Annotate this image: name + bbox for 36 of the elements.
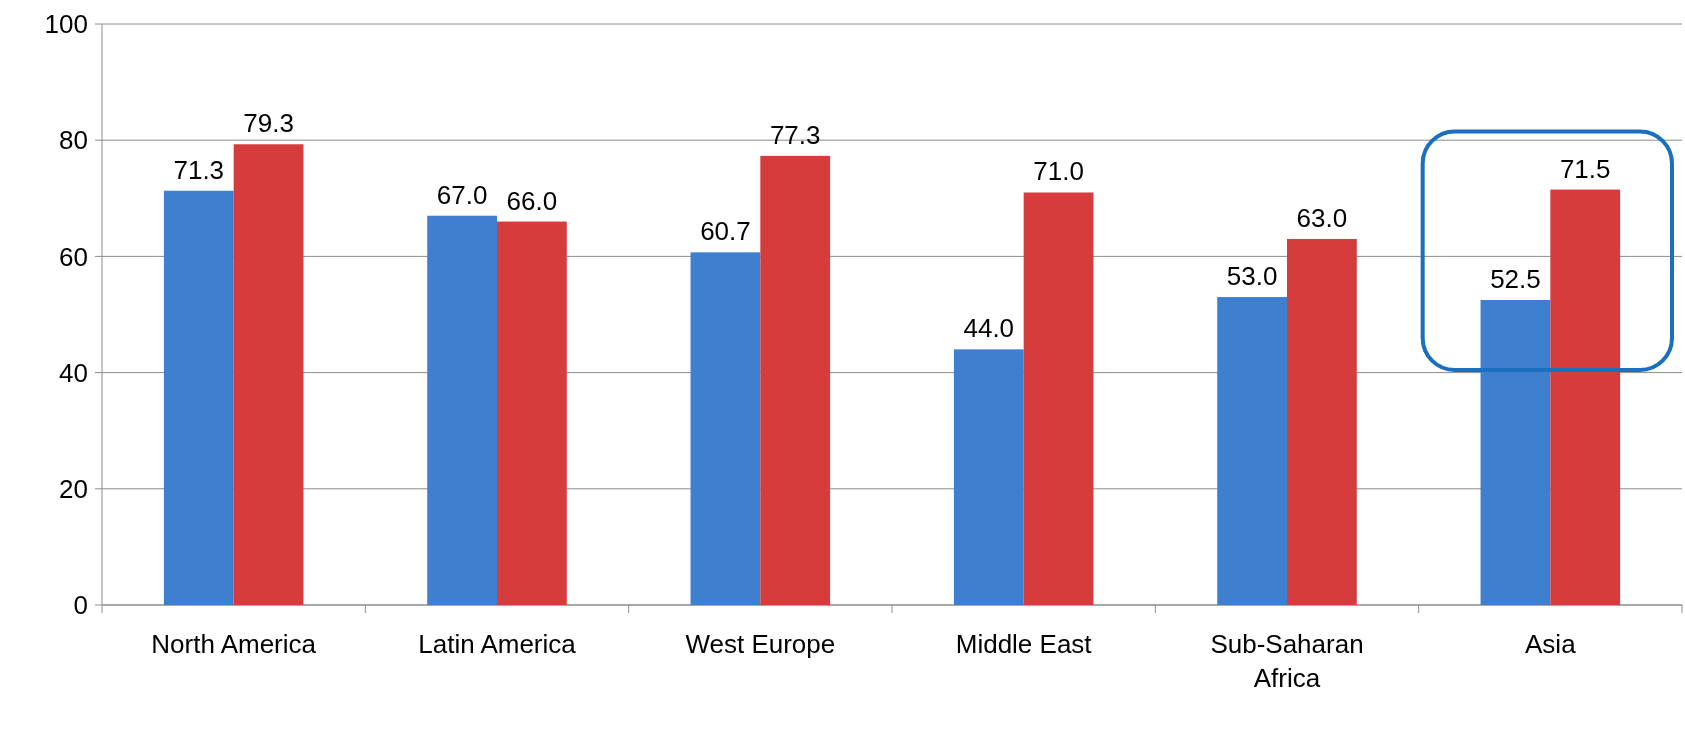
data-label: 60.7 — [700, 216, 751, 247]
data-label: 63.0 — [1296, 202, 1348, 233]
y-tick-label: 80 — [59, 125, 88, 156]
x-tick-label: Latin America — [418, 629, 577, 659]
bar — [1023, 192, 1094, 605]
data-label: 66.0 — [506, 185, 558, 216]
bar — [1287, 238, 1357, 605]
x-tick-label: Asia — [1525, 629, 1577, 659]
bar — [1480, 299, 1551, 605]
data-label: 71.0 — [1033, 156, 1084, 187]
y-tick-label: 60 — [59, 241, 88, 272]
data-label: 79.3 — [243, 108, 294, 139]
bar — [760, 155, 831, 605]
y-tick-label: 100 — [44, 9, 88, 40]
x-tick-label: West Europe — [685, 629, 836, 659]
data-label: 67.0 — [436, 179, 488, 210]
bar — [1217, 297, 1287, 605]
bar — [953, 349, 1024, 605]
x-tick-label: North America — [151, 629, 317, 659]
data-label: 71.5 — [1559, 153, 1611, 184]
y-tick-label: 40 — [59, 357, 88, 388]
data-label: 52.5 — [1490, 263, 1541, 294]
bar — [163, 190, 234, 605]
x-tick-label: Middle East — [955, 629, 1093, 659]
bar — [690, 252, 761, 605]
x-tick-label: Sub-Saharan Africa — [1210, 629, 1364, 693]
y-tick-label: 0 — [73, 590, 88, 621]
bar — [233, 144, 304, 605]
bar — [427, 215, 497, 605]
data-label: 77.3 — [769, 119, 821, 150]
bar — [1550, 189, 1621, 605]
data-label: 53.0 — [1226, 261, 1278, 292]
data-label: 44.0 — [963, 313, 1015, 344]
data-label: 71.3 — [173, 154, 225, 185]
y-tick-label: 20 — [59, 473, 88, 504]
bar — [497, 221, 567, 605]
